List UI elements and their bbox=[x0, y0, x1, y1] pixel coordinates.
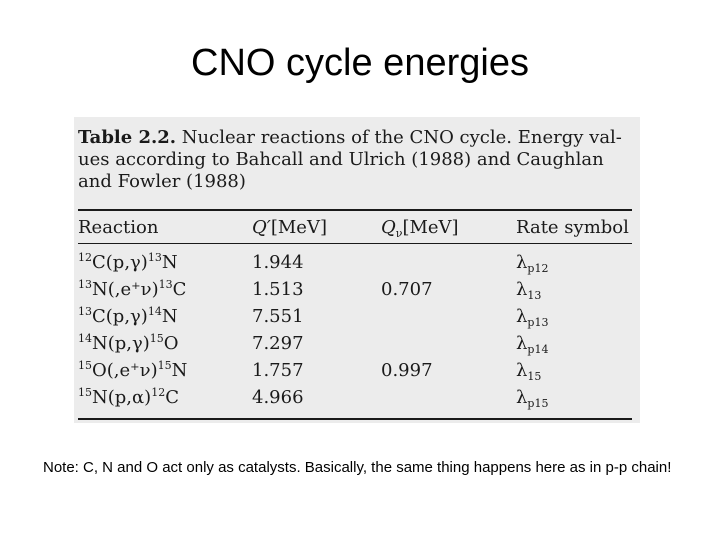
product-element: C bbox=[165, 387, 179, 408]
rate-subscript: p15 bbox=[527, 397, 549, 410]
header-rate: Rate symbol bbox=[516, 217, 629, 238]
reactant-mass-number: 15 bbox=[78, 359, 92, 372]
rate-symbol-cell: λp14 bbox=[516, 333, 549, 356]
product-element: N bbox=[171, 360, 188, 381]
product-element: O bbox=[163, 333, 179, 354]
reactant-element: O bbox=[92, 360, 107, 381]
rate-lambda: λ bbox=[516, 333, 528, 354]
product-element: N bbox=[161, 306, 178, 327]
reaction-process: (,e⁺ν) bbox=[106, 360, 158, 381]
rate-lambda: λ bbox=[516, 387, 528, 408]
q-value-cell: 4.966 bbox=[252, 387, 304, 408]
table-header-rule bbox=[78, 243, 632, 244]
reactant-element: N bbox=[92, 333, 108, 354]
rate-symbol-cell: λ13 bbox=[516, 279, 542, 302]
header-qnu-unit: [MeV] bbox=[402, 217, 459, 238]
reaction-cell: 15O(,e⁺ν)15N bbox=[78, 360, 187, 381]
reactant-mass-number: 12 bbox=[78, 251, 92, 264]
reaction-cell: 14N(p,γ)15O bbox=[78, 333, 179, 354]
reaction-process: (p,γ) bbox=[105, 306, 148, 327]
rate-symbol-cell: λp12 bbox=[516, 252, 549, 275]
note-text: Note: C, N and O act only as catalysts. … bbox=[43, 459, 672, 476]
header-reaction: Reaction bbox=[78, 217, 159, 238]
rate-lambda: λ bbox=[516, 252, 528, 273]
product-element: C bbox=[172, 279, 187, 300]
reactant-mass-number: 13 bbox=[78, 305, 92, 318]
product-mass-number: 14 bbox=[147, 305, 162, 318]
header-q-symbol: Q′ bbox=[252, 217, 271, 238]
reaction-cell: 12C(p,γ)13N bbox=[78, 252, 178, 273]
product-element: N bbox=[161, 252, 178, 273]
table-scan: Table 2.2. Nuclear reactions of the CNO … bbox=[74, 117, 640, 423]
product-mass-number: 12 bbox=[151, 386, 166, 399]
table-caption-label: Table 2.2. bbox=[78, 127, 177, 148]
qnu-value-cell: 0.997 bbox=[381, 360, 433, 381]
reaction-cell: 13N(,e⁺ν)13C bbox=[78, 279, 186, 300]
reactant-element: N bbox=[92, 279, 108, 300]
reactant-element: C bbox=[92, 306, 106, 327]
product-mass-number: 13 bbox=[147, 251, 162, 264]
table-caption: Table 2.2. Nuclear reactions of the CNO … bbox=[78, 127, 634, 193]
rate-subscript: 13 bbox=[527, 289, 542, 302]
reaction-process: (p,γ) bbox=[107, 333, 150, 354]
product-mass-number: 15 bbox=[149, 332, 164, 345]
rate-lambda: λ bbox=[516, 360, 528, 381]
rate-symbol-cell: λp15 bbox=[516, 387, 549, 410]
reactant-element: N bbox=[92, 387, 108, 408]
slide-title: CNO cycle energies bbox=[191, 42, 529, 84]
header-qnu: Qν[MeV] bbox=[381, 217, 459, 240]
header-q-unit: [MeV] bbox=[270, 217, 327, 238]
q-value-cell: 1.757 bbox=[252, 360, 304, 381]
reactant-mass-number: 14 bbox=[78, 332, 92, 345]
reactant-mass-number: 15 bbox=[78, 386, 92, 399]
header-qnu-symbol: Q bbox=[381, 217, 396, 238]
header-q: Q′[MeV] bbox=[252, 217, 327, 238]
reaction-cell: 15N(p,α)12C bbox=[78, 387, 179, 408]
reactant-mass-number: 13 bbox=[78, 278, 92, 291]
table-bottom-rule bbox=[78, 418, 632, 420]
q-value-cell: 1.944 bbox=[252, 252, 304, 273]
product-mass-number: 15 bbox=[157, 359, 172, 372]
q-value-cell: 7.297 bbox=[252, 333, 304, 354]
reaction-process: (p,γ) bbox=[105, 252, 148, 273]
reaction-process: (,e⁺ν) bbox=[107, 279, 159, 300]
q-value-cell: 1.513 bbox=[252, 279, 304, 300]
reactant-element: C bbox=[92, 252, 106, 273]
rate-lambda: λ bbox=[516, 279, 528, 300]
rate-subscript: p12 bbox=[527, 262, 549, 275]
q-value-cell: 7.551 bbox=[252, 306, 304, 327]
header-qnu-sub: ν bbox=[395, 227, 403, 240]
rate-symbol-cell: λp13 bbox=[516, 306, 549, 329]
reaction-process: (p,α) bbox=[107, 387, 152, 408]
table-top-rule bbox=[78, 209, 632, 211]
rate-subscript: p13 bbox=[527, 316, 549, 329]
rate-subscript: 15 bbox=[527, 370, 542, 383]
product-mass-number: 13 bbox=[158, 278, 173, 291]
rate-lambda: λ bbox=[516, 306, 528, 327]
table-caption-text: Nuclear reactions of the CNO cycle. Ener… bbox=[78, 127, 622, 192]
reaction-cell: 13C(p,γ)14N bbox=[78, 306, 178, 327]
rate-subscript: p14 bbox=[527, 343, 549, 356]
rate-symbol-cell: λ15 bbox=[516, 360, 542, 383]
qnu-value-cell: 0.707 bbox=[381, 279, 433, 300]
